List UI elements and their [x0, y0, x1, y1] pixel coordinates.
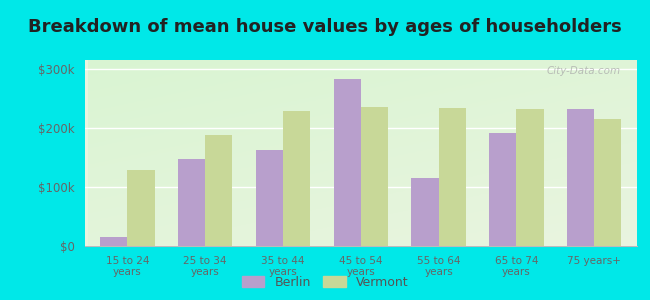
Bar [100, 237, 127, 246]
Bar [567, 109, 594, 246]
Bar [489, 133, 516, 246]
Bar [178, 159, 205, 246]
Text: City-Data.com: City-Data.com [546, 66, 620, 76]
Bar [127, 170, 155, 246]
Legend: Berlin, Vermont: Berlin, Vermont [237, 271, 413, 294]
Bar [516, 109, 543, 246]
Bar [411, 178, 439, 246]
Bar [361, 106, 388, 246]
Text: Breakdown of mean house values by ages of householders: Breakdown of mean house values by ages o… [28, 18, 622, 36]
Bar [255, 150, 283, 246]
Bar [439, 108, 466, 246]
Bar [283, 111, 310, 246]
Bar [594, 119, 621, 246]
Bar [333, 79, 361, 246]
Bar [205, 135, 232, 246]
